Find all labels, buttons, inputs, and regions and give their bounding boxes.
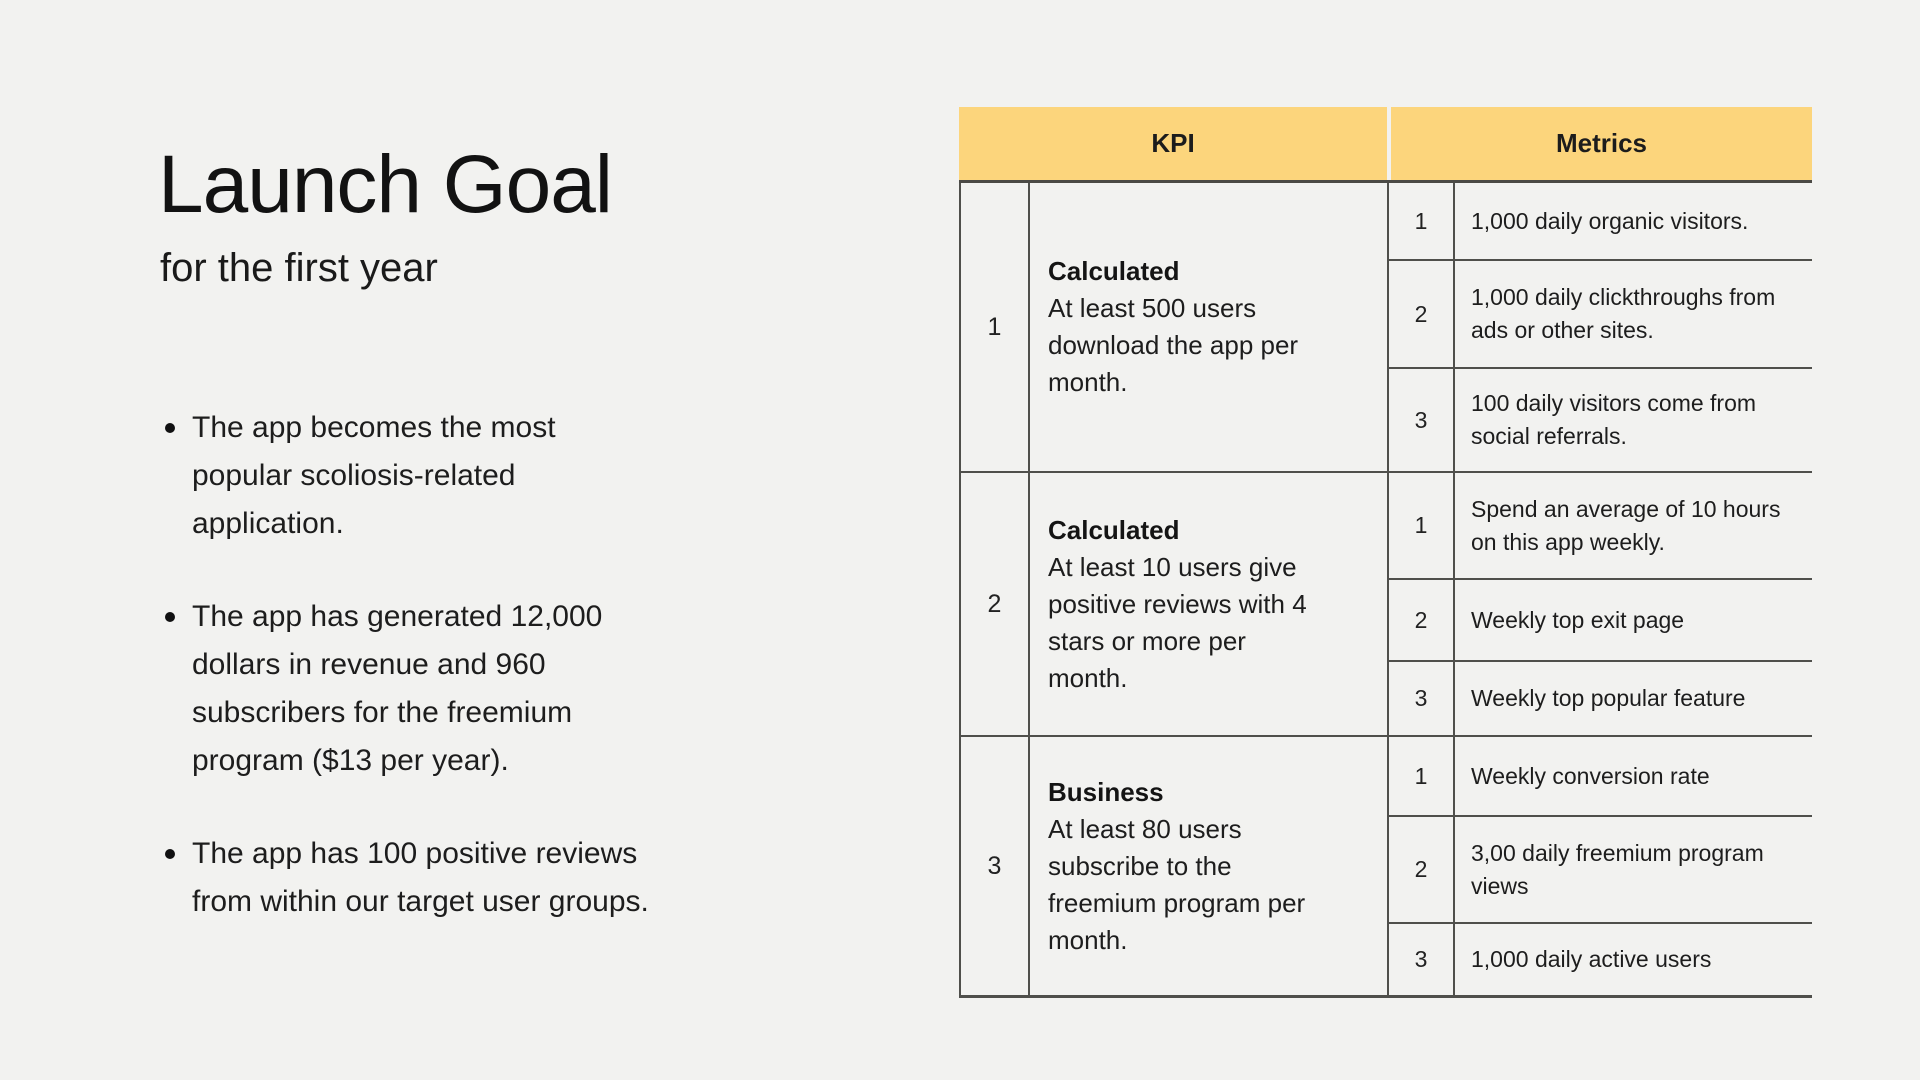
metric-number-cell: 1 bbox=[1389, 183, 1455, 259]
metric-row: 2 3,00 daily freemium program views bbox=[1389, 815, 1812, 922]
kpi-description-cell: Business At least 80 users subscribe to … bbox=[1030, 737, 1387, 995]
metric-text-cell: Weekly top exit page bbox=[1471, 606, 1685, 633]
metric-number-cell: 3 bbox=[1389, 924, 1455, 995]
kpi-category-label: Business bbox=[1048, 776, 1164, 807]
metric-row: 3 1,000 daily active users bbox=[1389, 922, 1812, 995]
metric-text-cell: 3,00 daily freemium program views bbox=[1471, 839, 1764, 899]
kpi-description-cell: Calculated At least 10 users give positi… bbox=[1030, 473, 1387, 735]
metric-number-cell: 3 bbox=[1389, 662, 1455, 735]
goal-bullet-list: The app becomes the most popular scolios… bbox=[165, 404, 670, 971]
metric-number-cell: 2 bbox=[1389, 817, 1455, 922]
metric-text-cell: Spend an average of 10 hours on this app… bbox=[1471, 495, 1781, 555]
metric-row: 1 Weekly conversion rate bbox=[1389, 737, 1812, 815]
metric-text-cell: 100 daily visitors come from social refe… bbox=[1471, 390, 1757, 449]
kpi-description: At least 500 users download the app per … bbox=[1048, 293, 1299, 397]
metrics-block: 1 Spend an average of 10 hours on this a… bbox=[1387, 473, 1812, 735]
page-subtitle: for the first year bbox=[160, 246, 438, 290]
metric-row: 2 1,000 daily clickthroughs from ads or … bbox=[1389, 259, 1812, 367]
metric-text-cell: Weekly top popular feature bbox=[1471, 685, 1746, 711]
kpi-description: At least 10 users give positive reviews … bbox=[1048, 551, 1307, 693]
bullet-item: The app becomes the most popular scolios… bbox=[165, 404, 658, 548]
kpi-metrics-table: KPI Metrics 1 Calculated At least 500 us… bbox=[959, 107, 1812, 998]
bullet-item: The app has generated 12,000 dollars in … bbox=[165, 593, 658, 785]
metric-number-cell: 3 bbox=[1389, 369, 1455, 471]
metric-text-cell: Weekly conversion rate bbox=[1471, 762, 1710, 789]
table-row: 2 Calculated At least 10 users give posi… bbox=[959, 473, 1812, 737]
kpi-description-cell: Calculated At least 500 users download t… bbox=[1030, 183, 1387, 471]
metric-row: 2 Weekly top exit page bbox=[1389, 578, 1812, 660]
metric-text-cell: 1,000 daily active users bbox=[1471, 946, 1712, 972]
metric-text-cell: 1,000 daily organic visitors. bbox=[1471, 207, 1749, 234]
kpi-number-cell: 1 bbox=[961, 183, 1030, 471]
table-row: 3 Business At least 80 users subscribe t… bbox=[959, 737, 1812, 998]
metric-number-cell: 2 bbox=[1389, 580, 1455, 660]
metric-number-cell: 1 bbox=[1389, 737, 1455, 815]
kpi-category-label: Calculated bbox=[1048, 514, 1180, 545]
metrics-block: 1 Weekly conversion rate 2 3,00 daily fr… bbox=[1387, 737, 1812, 995]
metrics-block: 1 1,000 daily organic visitors. 2 1,000 … bbox=[1387, 183, 1812, 471]
kpi-number-cell: 3 bbox=[961, 737, 1030, 995]
kpi-header-cell: KPI bbox=[959, 107, 1387, 180]
bullet-item: The app has 100 positive reviews from wi… bbox=[165, 830, 658, 926]
kpi-number-cell: 2 bbox=[961, 473, 1030, 735]
metric-row: 1 Spend an average of 10 hours on this a… bbox=[1389, 473, 1812, 578]
metric-number-cell: 1 bbox=[1389, 473, 1455, 578]
metric-row: 1 1,000 daily organic visitors. bbox=[1389, 183, 1812, 259]
metric-text-cell: 1,000 daily clickthroughs from ads or ot… bbox=[1471, 284, 1776, 343]
metric-row: 3 100 daily visitors come from social re… bbox=[1389, 367, 1812, 471]
metric-row: 3 Weekly top popular feature bbox=[1389, 660, 1812, 735]
table-header-row: KPI Metrics bbox=[959, 107, 1812, 183]
page-title: Launch Goal bbox=[158, 139, 613, 230]
metrics-header-cell: Metrics bbox=[1391, 107, 1812, 180]
metric-number-cell: 2 bbox=[1389, 261, 1455, 367]
table-row: 1 Calculated At least 500 users download… bbox=[959, 183, 1812, 473]
kpi-category-label: Calculated bbox=[1048, 256, 1180, 286]
kpi-description: At least 80 users subscribe to the freem… bbox=[1048, 813, 1306, 955]
